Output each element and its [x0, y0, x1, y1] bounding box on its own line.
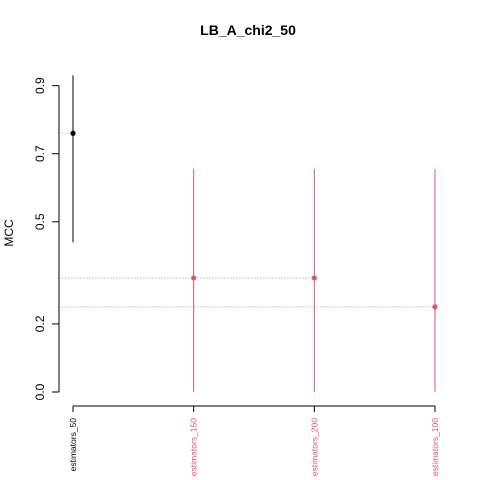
y-tick-label: 0.5 [33, 213, 47, 230]
x-tick-label-estimators_200: estimators_200 [309, 418, 319, 476]
y-tick-label: 0.2 [33, 315, 47, 332]
point-estimators_50 [70, 130, 76, 136]
point-estimators_200 [311, 275, 317, 281]
reference-lines [59, 132, 435, 308]
y-tick-label: 0.7 [33, 145, 47, 162]
x-tick-label-estimators_50: estimators_50 [68, 418, 78, 472]
data-points [70, 130, 438, 310]
point-estimators_150 [191, 275, 197, 281]
x-tick-label-estimators_100: estimators_100 [430, 418, 440, 476]
error-bars [72, 75, 436, 392]
y-tick-label: 0.0 [33, 383, 47, 400]
y-tick-label: 0.9 [33, 77, 47, 94]
y-axis-label: MCC [2, 219, 16, 247]
x-tick-label-estimators_150: estimators_150 [189, 418, 199, 476]
x-axis: estimators_50 estimators_150 estimators_20… [68, 405, 440, 476]
y-axis: 0.0 0.2 0.5 0.7 0.9 [33, 77, 60, 400]
chart-title: LB_A_chi2_50 [200, 22, 296, 38]
point-estimators_100 [432, 304, 438, 310]
